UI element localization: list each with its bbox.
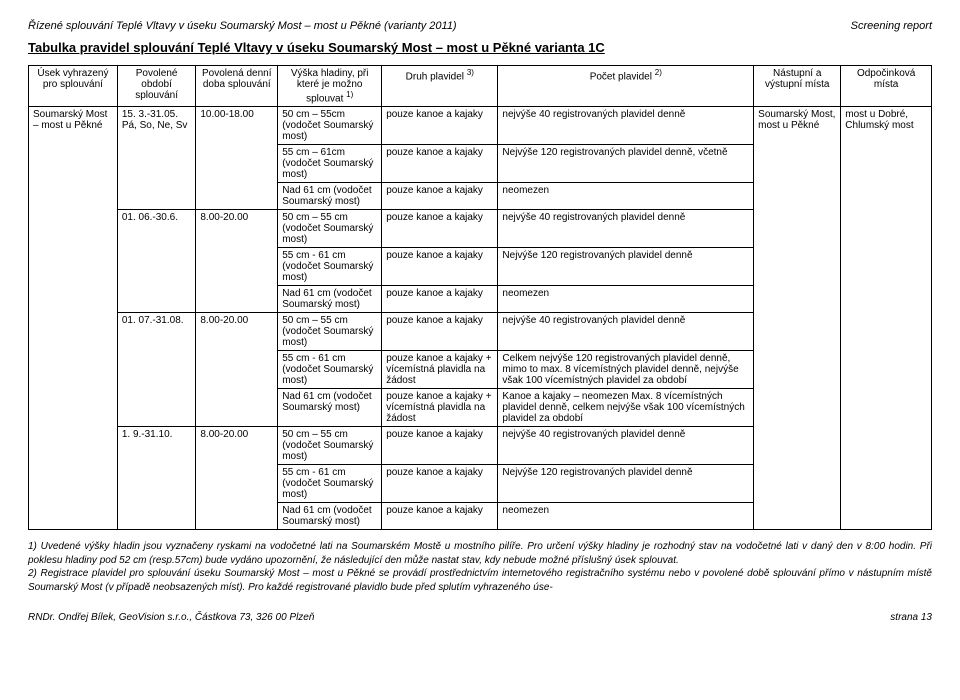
- col-obdobi: Povolené období splouvání: [117, 66, 196, 107]
- cell-usek: Soumarský Most – most u Pěkné: [29, 107, 118, 530]
- footnote-2: 2) Registrace plavidel pro splouvání úse…: [28, 567, 932, 594]
- cell-vyska: 50 cm – 55 cm (vodočet Soumarský most): [278, 210, 382, 248]
- cell-pocet: nejvýše 40 registrovaných plavidel denně: [498, 427, 754, 465]
- cell-doba: 10.00-18.00: [196, 107, 278, 210]
- cell-pocet: neomezen: [498, 503, 754, 530]
- cell-druh: pouze kanoe a kajaky: [382, 503, 498, 530]
- col-vyska: Výška hladiny, při které je možno splouv…: [278, 66, 382, 107]
- cell-vyska: 55 cm – 61cm (vodočet Soumarský most): [278, 145, 382, 183]
- cell-druh: pouze kanoe a kajaky: [382, 183, 498, 210]
- cell-vyska: 50 cm – 55cm (vodočet Soumarský most): [278, 107, 382, 145]
- cell-doba: 8.00-20.00: [196, 210, 278, 313]
- cell-pocet: Nejvýše 120 registrovaných plavidel denn…: [498, 465, 754, 503]
- cell-pocet: Nejvýše 120 registrovaných plavidel denn…: [498, 248, 754, 286]
- cell-druh: pouze kanoe a kajaky: [382, 107, 498, 145]
- cell-pocet: neomezen: [498, 183, 754, 210]
- cell-pocet: Celkem nejvýše 120 registrovaných plavid…: [498, 351, 754, 389]
- cell-obdobi: 01. 06.-30.6.: [117, 210, 196, 313]
- page-title: Tabulka pravidel splouvání Teplé Vltavy …: [28, 40, 932, 55]
- cell-druh: pouze kanoe a kajaky: [382, 313, 498, 351]
- cell-pocet: nejvýše 40 registrovaných plavidel denně: [498, 313, 754, 351]
- cell-doba: 8.00-20.00: [196, 427, 278, 530]
- rules-table: Úsek vyhrazený pro splouvání Povolené ob…: [28, 65, 932, 530]
- col-mista: Nástupní a výstupní místa: [754, 66, 841, 107]
- cell-pocet: nejvýše 40 registrovaných plavidel denně: [498, 210, 754, 248]
- cell-vyska: Nad 61 cm (vodočet Soumarský most): [278, 503, 382, 530]
- cell-druh: pouze kanoe a kajaky: [382, 427, 498, 465]
- cell-druh: pouze kanoe a kajaky + vícemístná plavid…: [382, 389, 498, 427]
- cell-vyska: Nad 61 cm (vodočet Soumarský most): [278, 183, 382, 210]
- table-row: Soumarský Most – most u Pěkné15. 3.-31.0…: [29, 107, 932, 145]
- footer-left: RNDr. Ondřej Bílek, GeoVision s.r.o., Čá…: [28, 612, 314, 623]
- cell-pocet: neomezen: [498, 286, 754, 313]
- cell-druh: pouze kanoe a kajaky + vícemístná plavid…: [382, 351, 498, 389]
- cell-obdobi: 15. 3.-31.05. Pá, So, Ne, Sv: [117, 107, 196, 210]
- cell-vyska: Nad 61 cm (vodočet Soumarský most): [278, 286, 382, 313]
- footnote-1: 1) Uvedené výšky hladin jsou vyznačeny r…: [28, 540, 932, 567]
- col-doba: Povolená denní doba splouvání: [196, 66, 278, 107]
- doc-header: Řízené splouvání Teplé Vltavy v úseku So…: [28, 20, 932, 32]
- cell-vyska: 50 cm – 55 cm (vodočet Soumarský most): [278, 313, 382, 351]
- cell-vyska: 55 cm - 61 cm (vodočet Soumarský most): [278, 351, 382, 389]
- cell-vyska: 50 cm – 55 cm (vodočet Soumarský most): [278, 427, 382, 465]
- col-usek: Úsek vyhrazený pro splouvání: [29, 66, 118, 107]
- cell-vyska: 55 cm - 61 cm (vodočet Soumarský most): [278, 465, 382, 503]
- table-header-row: Úsek vyhrazený pro splouvání Povolené ob…: [29, 66, 932, 107]
- cell-obdobi: 1. 9.-31.10.: [117, 427, 196, 530]
- header-left: Řízené splouvání Teplé Vltavy v úseku So…: [28, 20, 457, 32]
- cell-druh: pouze kanoe a kajaky: [382, 286, 498, 313]
- footnotes: 1) Uvedené výšky hladin jsou vyznačeny r…: [28, 540, 932, 594]
- cell-druh: pouze kanoe a kajaky: [382, 465, 498, 503]
- cell-pocet: Nejvýše 120 registrovaných plavidel denn…: [498, 145, 754, 183]
- col-pocet: Počet plavidel 2): [498, 66, 754, 107]
- cell-doba: 8.00-20.00: [196, 313, 278, 427]
- cell-odpocinek: most u Dobré, Chlumský most: [841, 107, 932, 530]
- cell-druh: pouze kanoe a kajaky: [382, 210, 498, 248]
- cell-mista: Soumarský Most, most u Pěkné: [754, 107, 841, 530]
- doc-footer: RNDr. Ondřej Bílek, GeoVision s.r.o., Čá…: [28, 612, 932, 623]
- cell-vyska: 55 cm - 61 cm (vodočet Soumarský most): [278, 248, 382, 286]
- col-druh: Druh plavidel 3): [382, 66, 498, 107]
- cell-pocet: Kanoe a kajaky – neomezen Max. 8 vícemís…: [498, 389, 754, 427]
- cell-obdobi: 01. 07.-31.08.: [117, 313, 196, 427]
- cell-druh: pouze kanoe a kajaky: [382, 145, 498, 183]
- footer-right: strana 13: [890, 612, 932, 623]
- header-right: Screening report: [851, 20, 932, 32]
- cell-vyska: Nad 61 cm (vodočet Soumarský most): [278, 389, 382, 427]
- cell-druh: pouze kanoe a kajaky: [382, 248, 498, 286]
- cell-pocet: nejvýše 40 registrovaných plavidel denně: [498, 107, 754, 145]
- col-odpocinek: Odpočinková místa: [841, 66, 932, 107]
